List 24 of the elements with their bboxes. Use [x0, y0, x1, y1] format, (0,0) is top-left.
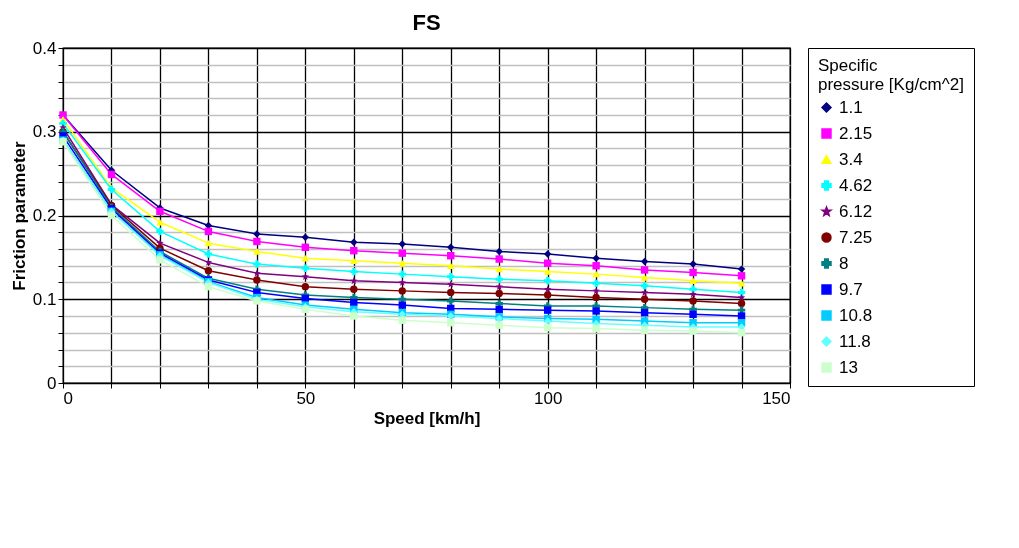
- x-tick-label: 100: [533, 388, 563, 408]
- legend-label: 10.8: [839, 305, 873, 325]
- legend-label: 11.8: [839, 331, 871, 351]
- y-tick-label: 0.3: [32, 122, 57, 142]
- legend-label: 3.4: [839, 149, 863, 169]
- legend-label: 6.12: [839, 201, 873, 221]
- legend-label: 9.7: [839, 279, 863, 299]
- legend-label: 7.25: [839, 227, 873, 247]
- legend-label: 4.62: [839, 175, 873, 195]
- y-tick-label: 0.4: [32, 38, 57, 58]
- x-axis-title: Speed [km/h]: [373, 408, 481, 428]
- legend-label: 1.1: [839, 97, 863, 117]
- y-tick-label: 0: [47, 373, 57, 393]
- legend-label: 8: [839, 253, 849, 273]
- y-axis-title: Friction parameter: [9, 140, 29, 291]
- y-tick-label: 0.2: [32, 206, 57, 225]
- x-tick-label: 0: [63, 388, 73, 408]
- y-tick-label: 0.1: [32, 289, 57, 309]
- legend-label: 2.15: [839, 123, 873, 143]
- x-tick-label: 50: [296, 388, 316, 408]
- chart-title: FS: [412, 10, 441, 35]
- x-tick-label: 150: [762, 388, 791, 408]
- legend-title: Specific pressure [Kg/cm^2]: [818, 56, 964, 94]
- legend-label: 13: [839, 357, 858, 377]
